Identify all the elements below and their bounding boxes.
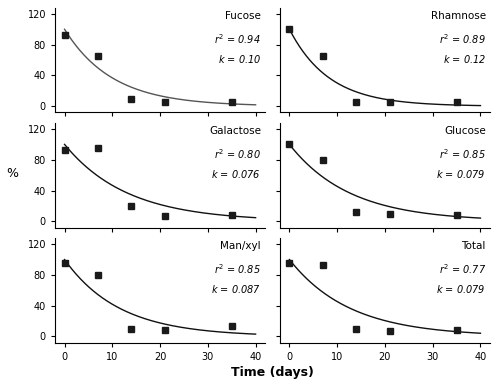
Text: $r^{2}$ = 0.77: $r^{2}$ = 0.77 <box>438 262 486 276</box>
Text: Galactose: Galactose <box>209 126 261 136</box>
Text: $r^{2}$ = 0.80: $r^{2}$ = 0.80 <box>214 147 261 161</box>
Text: $r^{2}$ = 0.85: $r^{2}$ = 0.85 <box>439 147 486 161</box>
Text: $r^{2}$ = 0.85: $r^{2}$ = 0.85 <box>214 262 261 276</box>
Text: $k$ = 0.076: $k$ = 0.076 <box>212 168 261 180</box>
Text: %: % <box>6 167 18 180</box>
Text: $k$ = 0.079: $k$ = 0.079 <box>436 168 486 180</box>
Text: Total: Total <box>462 241 486 251</box>
Text: Fucose: Fucose <box>225 11 261 21</box>
Text: Rhamnose: Rhamnose <box>430 11 486 21</box>
Text: $k$ = 0.12: $k$ = 0.12 <box>442 53 486 65</box>
Text: $k$ = 0.079: $k$ = 0.079 <box>436 283 486 295</box>
Text: $r^{2}$ = 0.89: $r^{2}$ = 0.89 <box>439 32 486 45</box>
Text: Man/xyl: Man/xyl <box>220 241 261 251</box>
Text: $k$ = 0.087: $k$ = 0.087 <box>211 283 261 295</box>
Text: $r^{2}$ = 0.94: $r^{2}$ = 0.94 <box>214 32 261 45</box>
Text: Glucose: Glucose <box>444 126 486 136</box>
Text: $k$ = 0.10: $k$ = 0.10 <box>218 53 261 65</box>
Text: Time (days): Time (days) <box>231 366 314 379</box>
